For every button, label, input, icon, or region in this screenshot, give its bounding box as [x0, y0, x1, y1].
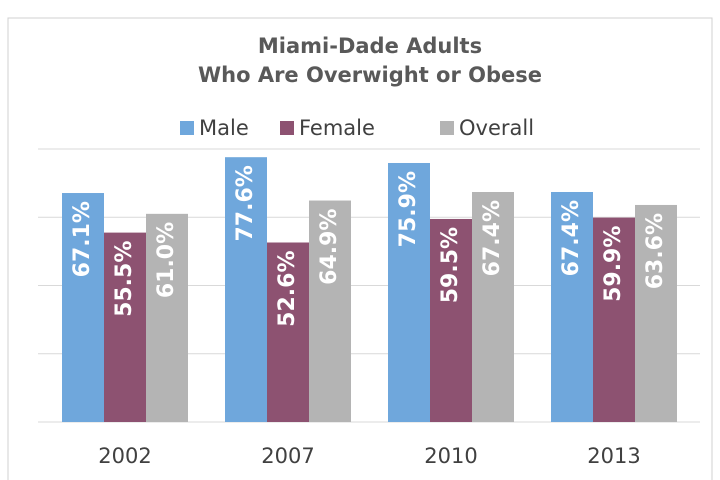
bar — [593, 217, 635, 422]
bar — [62, 193, 104, 422]
value-label: 77.6% — [233, 165, 258, 241]
value-label: 55.5% — [112, 241, 137, 317]
legend-label: Female — [299, 116, 375, 140]
value-label: 61.0% — [154, 222, 179, 298]
value-label: 52.6% — [275, 251, 300, 327]
value-label: 64.9% — [317, 209, 342, 285]
legend-swatch — [440, 121, 454, 135]
legend-swatch — [280, 121, 294, 135]
x-tick-label: 2007 — [261, 444, 314, 468]
bar — [635, 204, 677, 422]
value-label: 75.9% — [396, 171, 421, 247]
x-tick-label: 2013 — [587, 444, 640, 468]
bar — [309, 200, 351, 422]
bar — [267, 242, 309, 422]
bar — [430, 218, 472, 422]
value-label: 67.4% — [559, 200, 584, 276]
chart-title: Miami-Dade Adults — [258, 34, 482, 58]
bar — [472, 191, 514, 422]
bar — [388, 162, 430, 422]
legend-label: Overall — [459, 116, 534, 140]
bar — [551, 191, 593, 422]
chart-title: Who Are Overwight or Obese — [198, 63, 542, 87]
value-label: 67.4% — [480, 200, 505, 276]
x-tick-label: 2002 — [98, 444, 151, 468]
legend-swatch — [180, 121, 194, 135]
bar — [225, 157, 267, 422]
bar — [146, 213, 188, 422]
bar — [104, 232, 146, 422]
value-label: 67.1% — [70, 201, 95, 277]
value-label: 59.9% — [601, 226, 626, 302]
legend-label: Male — [199, 116, 249, 140]
value-label: 59.5% — [438, 227, 463, 303]
value-label: 63.6% — [643, 213, 668, 289]
x-tick-label: 2010 — [424, 444, 477, 468]
